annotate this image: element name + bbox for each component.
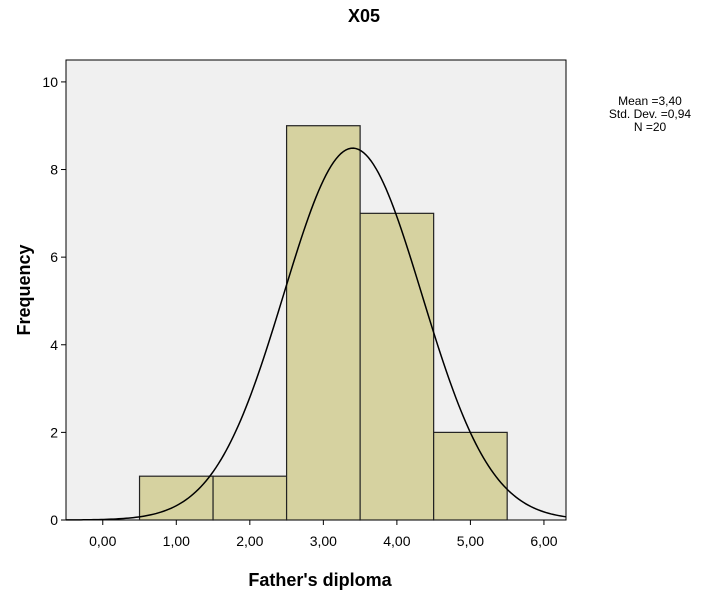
stats-n: N =20 [633,120,667,134]
x-tick-label: 2,00 [236,533,263,549]
y-tick-label: 8 [50,162,58,178]
bars-group [138,125,508,521]
normal-curve [65,147,567,521]
histogram-bar [138,475,214,521]
axes-group: 0 2 4 6 8 10 0,00 1,00 2,00 3,00 4,00 5,00 6,00 [42,74,557,549]
x-tick-label: 5,00 [457,533,484,549]
x-axis-label: Father's diploma [248,570,392,590]
histogram-bar [285,125,361,521]
x-tick-label: 3,00 [310,533,337,549]
y-axis-label: Frequency [14,244,34,335]
histogram-bar [359,212,435,521]
x-tick-label: 6,00 [530,533,557,549]
chart-title: X05 [348,6,380,26]
y-tick-label: 6 [50,249,58,265]
y-tick-label: 0 [50,512,58,528]
histogram-bar [212,475,288,521]
y-tick-label: 10 [42,74,58,90]
x-tick-label: 1,00 [163,533,190,549]
x-tick-label: 4,00 [383,533,410,549]
y-tick-label: 4 [50,337,58,353]
y-tick-label: 2 [50,424,58,440]
x-tick-label: 0,00 [89,533,116,549]
stats-std-dev: Std. Dev. =0,94 [608,107,692,121]
stats-mean: Mean =3,40 [618,94,682,108]
stats-legend: Mean =3,40 Std. Dev. =0,94 N =20 [600,95,700,134]
